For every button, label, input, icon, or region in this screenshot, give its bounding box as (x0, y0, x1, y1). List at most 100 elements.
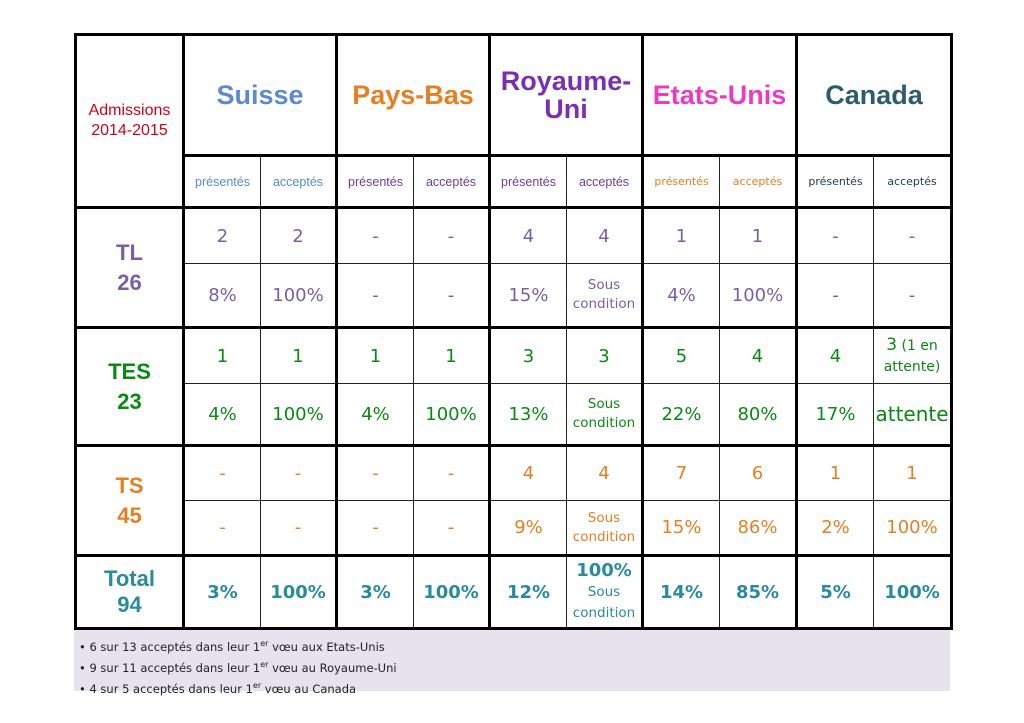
table-cell: 9% (488, 500, 567, 557)
table-cell: 14% (641, 555, 720, 630)
corner-line2: 2014-2015 (91, 122, 168, 139)
group-label-tl: TL 26 (74, 207, 185, 329)
table-cell: 2% (795, 500, 874, 557)
country-header-canada: Canada (794, 33, 954, 157)
table-cell: 12% (488, 555, 567, 630)
country-header-royaume-uni: Royaume- Uni (488, 33, 644, 157)
sub-label: acceptés (566, 155, 644, 209)
table-cell: 4 (566, 207, 644, 264)
table-cell: 4% (641, 263, 720, 329)
group-count: 45 (117, 502, 142, 528)
cond-line2: condition (572, 528, 636, 545)
attente-line1: 3 (1 en (875, 334, 949, 357)
note-item: • 9 sur 11 acceptés dans leur 1er vœu au… (79, 659, 397, 675)
table-cell: 100% (872, 555, 954, 630)
table-cell: 13% (488, 383, 567, 447)
attente-line2: attente) (883, 359, 941, 375)
cond-line1: Sous (587, 509, 621, 526)
table-cell: - (413, 263, 491, 329)
table-cell: 100% (260, 383, 338, 447)
group-name: TES (108, 358, 151, 384)
table-cell: 1 (182, 327, 261, 384)
country-header-suisse: Suisse (182, 33, 338, 157)
table-corner-title: Admissions 2014-2015 (74, 33, 185, 209)
note-item: • 4 sur 5 acceptés dans leur 1er vœu au … (79, 680, 357, 696)
table-cell: 15% (641, 500, 720, 557)
table-cell: 3 (488, 327, 567, 384)
table-cell: 85% (719, 555, 798, 630)
sub-label: présentés (335, 155, 414, 209)
group-row-tes-1: TES 23 1 1 1 1 3 3 5 4 4 3 (1 en attente… (74, 327, 954, 447)
table-cell: 80% (719, 383, 798, 447)
table-cell: 4 (719, 327, 798, 384)
sub-label: présentés (182, 155, 261, 209)
total-name: Total (104, 566, 155, 591)
group-row-tl-2: 8% 100% - - 15% Sous condition 4% 100% -… (76, 263, 954, 329)
note-sup: er (252, 680, 262, 690)
total-label: Total 94 (74, 555, 185, 630)
table-cell: 8% (182, 263, 261, 329)
table-cell: 5% (795, 555, 874, 630)
table-cell: 5 (641, 327, 720, 384)
group-row-tes-2: 4% 100% 4% 100% 13% Sous condition 22% 8… (76, 383, 954, 447)
table-cell: 4 (488, 445, 567, 501)
table-cell-condition: Sous condition (566, 263, 644, 329)
group-label-tes: TES 23 (74, 327, 185, 447)
table-cell: 1 (335, 327, 414, 384)
total-ru-line1: Sous (587, 584, 621, 600)
table-cell: - (795, 207, 874, 264)
notes-box: • 6 sur 13 acceptés dans leur 1er vœu au… (74, 630, 950, 695)
group-label-ts: TS 45 (74, 445, 185, 557)
table-cell: 7 (641, 445, 720, 501)
table-cell: 17% (795, 383, 874, 447)
table-cell: 1 (260, 327, 338, 384)
cond-line2: condition (572, 415, 636, 431)
table-cell: 4 (795, 327, 874, 384)
group-row-ts-2: - - - - 9% Sous condition 15% 86% 2% 100… (76, 500, 954, 557)
table-cell: 22% (641, 383, 720, 447)
table-cell: 4% (335, 383, 414, 447)
table-cell: 1 (795, 445, 874, 501)
attente-rest: (1 en (897, 338, 938, 354)
table-cell: 1 (413, 327, 491, 384)
table-cell: 100% (872, 500, 954, 557)
note-text: 9 sur 11 acceptés dans leur 1 (89, 660, 261, 675)
table-cell: 4% (182, 383, 261, 447)
table-cell-condition: Sous condition (566, 500, 644, 557)
note-sup: er (260, 659, 269, 669)
table-cell-condition: Sous condition (566, 383, 644, 447)
table-cell: - (260, 500, 338, 557)
note-item: • 6 sur 13 acceptés dans leur 1er vœu au… (79, 639, 385, 654)
table-cell: - (335, 263, 414, 329)
sub-label: présentés (488, 155, 567, 209)
table-cell: - (182, 445, 261, 501)
group-name: TS (115, 472, 144, 498)
table-cell: 100% (413, 555, 491, 630)
table-cell: 4 (566, 445, 644, 501)
country-header-etats-unis: Etats-Unis (641, 33, 798, 157)
country-header-row: Admissions 2014-2015 Suisse Pays-Bas Roy… (74, 33, 954, 209)
table-cell: 86% (719, 500, 798, 557)
group-count: 26 (117, 269, 142, 295)
table-cell: - (795, 263, 874, 329)
table-cell: 100% (260, 555, 338, 630)
group-row-ts-1: TS 45 - - - - 4 4 7 6 1 1 (74, 445, 954, 557)
table-cell: 15% (488, 263, 567, 329)
group-count: 23 (117, 388, 142, 414)
table-cell: 6 (719, 445, 798, 501)
table-cell-attente: 3 (1 en attente) (872, 327, 954, 384)
table-cell: - (335, 500, 414, 557)
note-text: vœu aux Etats-Unis (268, 639, 385, 654)
corner-line1: Admissions (88, 102, 171, 119)
table-cell: - (335, 207, 414, 264)
table-cell: - (872, 207, 954, 264)
admissions-table: Admissions 2014-2015 Suisse Pays-Bas Roy… (74, 33, 954, 630)
table-cell: - (260, 445, 338, 501)
total-ru-value: 100% (576, 560, 632, 581)
table-cell: - (413, 207, 491, 264)
royaume-uni-line2: Uni (544, 94, 588, 124)
table-cell: 3 (566, 327, 644, 384)
group-name: TL (116, 239, 143, 265)
sub-label: présentés (641, 155, 720, 209)
table-cell: - (182, 500, 261, 557)
